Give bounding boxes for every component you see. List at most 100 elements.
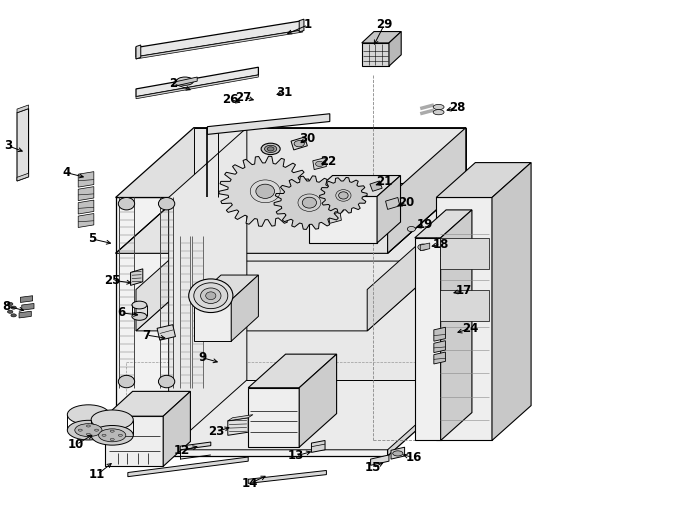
Polygon shape [180, 442, 211, 450]
Ellipse shape [99, 429, 126, 442]
Text: 13: 13 [288, 449, 304, 463]
Ellipse shape [67, 405, 109, 424]
Polygon shape [194, 128, 466, 380]
Polygon shape [17, 105, 29, 113]
Text: 24: 24 [462, 322, 479, 335]
Polygon shape [391, 447, 405, 459]
Polygon shape [309, 176, 401, 196]
Polygon shape [136, 261, 445, 331]
Polygon shape [434, 327, 445, 341]
Polygon shape [169, 128, 247, 450]
Polygon shape [415, 210, 472, 238]
Text: 3: 3 [4, 139, 12, 153]
Polygon shape [228, 418, 248, 435]
Ellipse shape [256, 184, 275, 199]
Polygon shape [136, 67, 258, 97]
Ellipse shape [407, 226, 415, 232]
Text: 12: 12 [174, 444, 190, 458]
Ellipse shape [433, 104, 444, 110]
Polygon shape [313, 158, 326, 170]
Polygon shape [78, 187, 94, 201]
Ellipse shape [303, 197, 317, 208]
Polygon shape [207, 114, 330, 134]
Polygon shape [194, 275, 258, 300]
Ellipse shape [316, 161, 324, 166]
Polygon shape [415, 238, 441, 440]
Ellipse shape [118, 197, 135, 210]
Ellipse shape [75, 423, 102, 436]
Ellipse shape [95, 429, 99, 431]
Text: 9: 9 [199, 351, 207, 364]
Text: 7: 7 [142, 328, 150, 342]
Ellipse shape [67, 420, 109, 440]
Ellipse shape [86, 425, 90, 427]
Ellipse shape [158, 197, 175, 210]
Polygon shape [434, 341, 445, 353]
Ellipse shape [86, 433, 90, 435]
Text: 18: 18 [432, 237, 449, 251]
Polygon shape [105, 416, 163, 466]
Polygon shape [78, 214, 94, 227]
Polygon shape [163, 391, 190, 466]
Polygon shape [388, 128, 466, 253]
Text: 8: 8 [3, 299, 11, 313]
Polygon shape [20, 296, 33, 302]
Ellipse shape [294, 141, 305, 147]
Polygon shape [126, 380, 466, 450]
Text: 25: 25 [104, 273, 120, 287]
Ellipse shape [110, 438, 114, 440]
Polygon shape [388, 128, 466, 456]
Polygon shape [17, 109, 29, 181]
Polygon shape [136, 30, 303, 59]
Polygon shape [173, 77, 197, 86]
Ellipse shape [339, 192, 348, 199]
Polygon shape [299, 354, 337, 447]
Polygon shape [437, 197, 492, 440]
Polygon shape [131, 269, 143, 285]
Polygon shape [17, 173, 29, 181]
Polygon shape [439, 238, 488, 269]
Text: 4: 4 [63, 166, 71, 179]
Text: 22: 22 [320, 155, 336, 168]
Ellipse shape [91, 425, 133, 445]
Polygon shape [274, 176, 345, 230]
Ellipse shape [132, 301, 147, 309]
Ellipse shape [7, 302, 13, 306]
Ellipse shape [7, 310, 13, 313]
Polygon shape [367, 220, 445, 331]
Text: 26: 26 [222, 93, 238, 106]
Polygon shape [22, 303, 34, 310]
Ellipse shape [78, 429, 82, 431]
Polygon shape [78, 200, 94, 214]
Polygon shape [116, 128, 466, 197]
Polygon shape [105, 391, 190, 416]
Ellipse shape [102, 434, 106, 436]
Polygon shape [362, 32, 401, 43]
Text: 6: 6 [117, 306, 125, 320]
Polygon shape [328, 212, 341, 223]
Polygon shape [157, 325, 175, 340]
Polygon shape [370, 181, 382, 191]
Polygon shape [309, 196, 377, 243]
Ellipse shape [392, 451, 403, 456]
Polygon shape [231, 275, 258, 341]
Polygon shape [299, 19, 304, 32]
Text: 11: 11 [89, 468, 105, 481]
Text: 15: 15 [364, 461, 381, 475]
Text: 10: 10 [68, 438, 84, 451]
Ellipse shape [118, 375, 135, 388]
Polygon shape [386, 197, 400, 209]
Polygon shape [136, 75, 258, 99]
Ellipse shape [189, 279, 233, 312]
Text: 5: 5 [88, 232, 96, 246]
Text: 23: 23 [208, 425, 224, 438]
Ellipse shape [194, 283, 228, 309]
Polygon shape [128, 457, 248, 477]
Polygon shape [136, 45, 141, 59]
Text: 21: 21 [376, 175, 392, 189]
Text: 31: 31 [276, 85, 292, 99]
Ellipse shape [11, 314, 16, 317]
Polygon shape [248, 388, 299, 447]
Polygon shape [248, 354, 337, 388]
Ellipse shape [110, 430, 114, 432]
